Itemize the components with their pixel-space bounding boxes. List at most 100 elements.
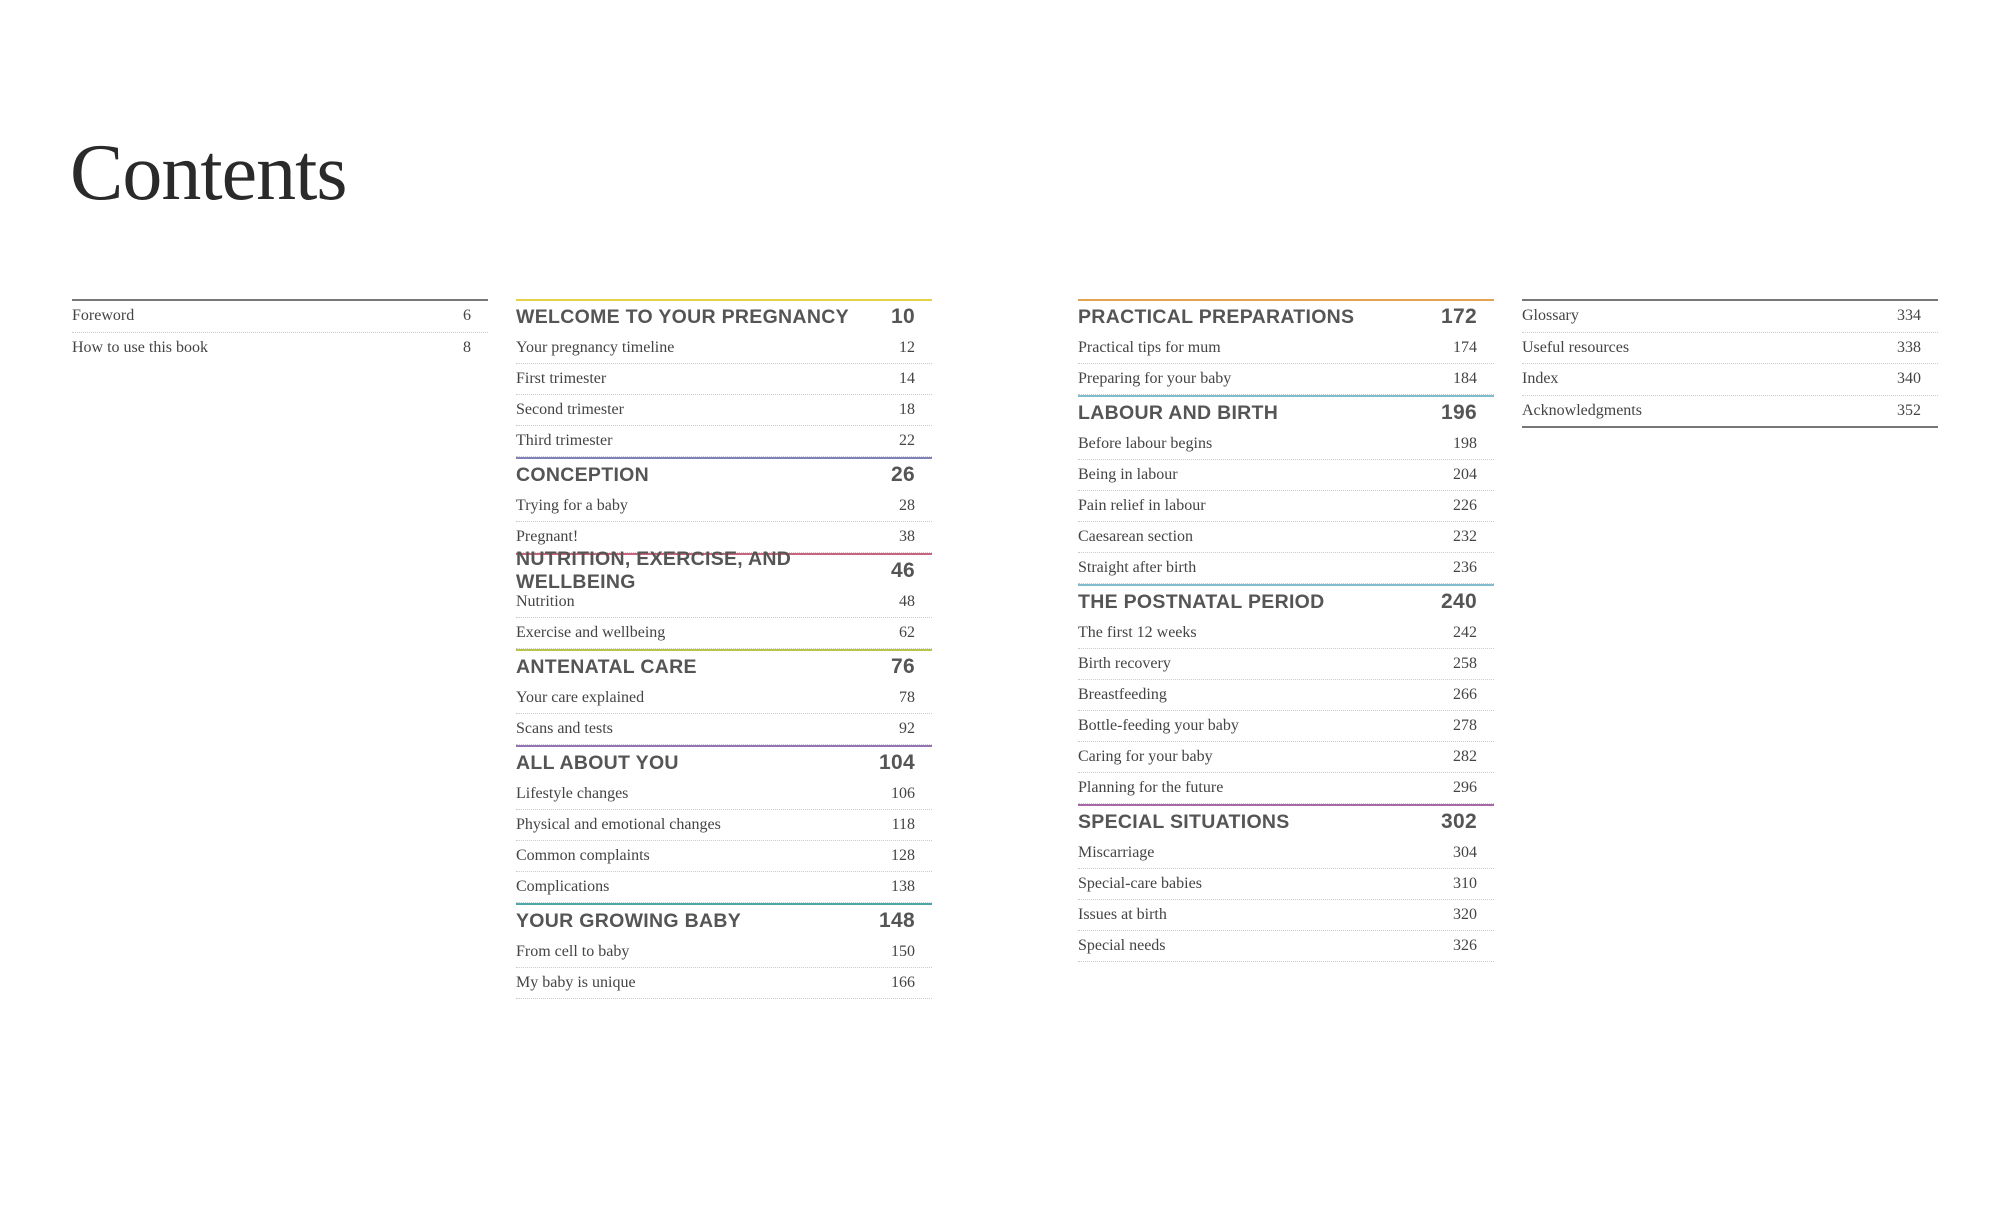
entry-label: Useful resources xyxy=(1522,338,1630,356)
contents-column-back-matter: Glossary 334 Useful resources 338 Index 340 Ac… xyxy=(1522,299,1938,428)
entry-label: Index xyxy=(1522,370,1559,388)
entry-label: Preparing for your baby xyxy=(1078,370,1232,387)
toc-entry[interactable]: Physical and emotional changes 118 xyxy=(516,810,932,841)
entry-page: 326 xyxy=(1453,937,1477,954)
toc-entry[interactable]: The first 12 weeks 242 xyxy=(1078,618,1494,649)
toc-entry[interactable]: Trying for a baby 28 xyxy=(516,491,932,522)
toc-entry[interactable]: Foreword 6 xyxy=(72,301,488,333)
toc-entry[interactable]: Miscarriage 304 xyxy=(1078,838,1494,869)
entry-label: Birth recovery xyxy=(1078,655,1171,672)
toc-entry[interactable]: Third trimester 22 xyxy=(516,426,932,457)
toc-section: ALL ABOUT YOU 104 Lifestyle changes 106 Phys… xyxy=(516,745,932,903)
section-heading[interactable]: NUTRITION, EXERCISE, AND WELLBEING 46 xyxy=(516,548,932,593)
entry-label: Pain relief in labour xyxy=(1078,497,1206,514)
entry-label: Special-care babies xyxy=(1078,875,1202,892)
entry-page: 78 xyxy=(899,689,915,706)
toc-entry[interactable]: Practical tips for mum 174 xyxy=(1078,333,1494,364)
section-title: LABOUR AND BIRTH xyxy=(1078,401,1279,424)
section-title: YOUR GROWING BABY xyxy=(516,909,742,932)
entry-label: Issues at birth xyxy=(1078,906,1167,923)
toc-section: ANTENATAL CARE 76 Your care explained 78 Sca… xyxy=(516,649,932,745)
toc-entry[interactable]: Nutrition 48 xyxy=(516,587,932,618)
entry-label: Your care explained xyxy=(516,689,645,706)
entry-label: Common complaints xyxy=(516,847,650,864)
toc-entry[interactable]: Special-care babies 310 xyxy=(1078,869,1494,900)
section-heading[interactable]: WELCOME TO YOUR PREGNANCY 10 xyxy=(516,301,932,333)
toc-entry[interactable]: Breastfeeding 266 xyxy=(1078,680,1494,711)
section-page: 26 xyxy=(891,463,915,486)
entry-page: 92 xyxy=(899,720,915,737)
section-heading[interactable]: ANTENATAL CARE 76 xyxy=(516,651,932,683)
entry-page: 204 xyxy=(1453,466,1477,483)
toc-entry[interactable]: From cell to baby 150 xyxy=(516,937,932,968)
section-heading[interactable]: PRACTICAL PREPARATIONS 172 xyxy=(1078,301,1494,333)
entry-list: Glossary 334 Useful resources 338 Index 340 Ac… xyxy=(1522,299,1938,428)
toc-entry[interactable]: Straight after birth 236 xyxy=(1078,553,1494,584)
entry-page: 22 xyxy=(899,432,915,449)
entry-page: 128 xyxy=(891,847,915,864)
section-title: THE POSTNATAL PERIOD xyxy=(1078,590,1325,613)
toc-entry[interactable]: Birth recovery 258 xyxy=(1078,649,1494,680)
toc-entry[interactable]: Useful resources 338 xyxy=(1522,333,1938,364)
toc-entry[interactable]: Issues at birth 320 xyxy=(1078,900,1494,931)
section-page: 46 xyxy=(891,559,915,582)
entry-label: Scans and tests xyxy=(516,720,613,737)
toc-entry[interactable]: My baby is unique 166 xyxy=(516,968,932,999)
toc-entry[interactable]: Special needs 326 xyxy=(1078,931,1494,962)
entry-page: 334 xyxy=(1897,307,1921,325)
toc-entry[interactable]: Second trimester 18 xyxy=(516,395,932,426)
entry-label: From cell to baby xyxy=(516,943,630,960)
toc-entry[interactable]: How to use this book 8 xyxy=(72,333,488,364)
entry-page: 278 xyxy=(1453,717,1477,734)
section-heading[interactable]: YOUR GROWING BABY 148 xyxy=(516,905,932,937)
section-heading[interactable]: CONCEPTION 26 xyxy=(516,459,932,491)
section-page: 148 xyxy=(879,909,915,932)
entry-page: 62 xyxy=(899,624,915,641)
toc-entry[interactable]: Index 340 xyxy=(1522,364,1938,396)
section-heading[interactable]: LABOUR AND BIRTH 196 xyxy=(1078,397,1494,429)
toc-entry[interactable]: Lifestyle changes 106 xyxy=(516,779,932,810)
toc-entry[interactable]: Your care explained 78 xyxy=(516,683,932,714)
entry-page: 198 xyxy=(1453,435,1477,452)
toc-entry[interactable]: Pain relief in labour 226 xyxy=(1078,491,1494,522)
section-page: 10 xyxy=(891,305,915,328)
toc-entry[interactable]: Your pregnancy timeline 12 xyxy=(516,333,932,364)
toc-entry[interactable]: Caesarean section 232 xyxy=(1078,522,1494,553)
entry-label: Caring for your baby xyxy=(1078,748,1213,765)
entry-page: 282 xyxy=(1453,748,1477,765)
toc-entry[interactable]: Before labour begins 198 xyxy=(1078,429,1494,460)
toc-entry[interactable]: Preparing for your baby 184 xyxy=(1078,364,1494,395)
contents-column-parts-1: WELCOME TO YOUR PREGNANCY 10 Your pregnanc… xyxy=(516,299,932,999)
entry-page: 310 xyxy=(1453,875,1477,892)
toc-entry[interactable]: Being in labour 204 xyxy=(1078,460,1494,491)
contents-column-front-matter: Foreword 6 How to use this book 8 xyxy=(72,299,488,363)
toc-entry[interactable]: Exercise and wellbeing 62 xyxy=(516,618,932,649)
entry-page: 138 xyxy=(891,878,915,895)
toc-entry[interactable]: First trimester 14 xyxy=(516,364,932,395)
entry-label: Physical and emotional changes xyxy=(516,816,721,833)
toc-entry[interactable]: Pregnant! 38 xyxy=(516,522,932,553)
toc-entry[interactable]: Scans and tests 92 xyxy=(516,714,932,745)
entry-page: 258 xyxy=(1453,655,1477,672)
entry-label: Bottle-feeding your baby xyxy=(1078,717,1239,734)
entry-label: Your pregnancy timeline xyxy=(516,339,675,356)
entry-label: Straight after birth xyxy=(1078,559,1197,576)
toc-entry[interactable]: Complications 138 xyxy=(516,872,932,903)
toc-section: NUTRITION, EXERCISE, AND WELLBEING 46 Nutr… xyxy=(516,548,932,649)
entry-label: Exercise and wellbeing xyxy=(516,624,666,641)
entry-page: 38 xyxy=(899,528,915,545)
entry-label: Third trimester xyxy=(516,432,613,449)
section-heading[interactable]: ALL ABOUT YOU 104 xyxy=(516,747,932,779)
toc-entry[interactable]: Acknowledgments 352 xyxy=(1522,396,1938,427)
toc-section: SPECIAL SITUATIONS 302 Miscarriage 304 Speci… xyxy=(1078,804,1494,962)
entry-page: 236 xyxy=(1453,559,1477,576)
entry-page: 232 xyxy=(1453,528,1477,545)
toc-entry[interactable]: Planning for the future 296 xyxy=(1078,773,1494,804)
toc-entry[interactable]: Caring for your baby 282 xyxy=(1078,742,1494,773)
section-heading[interactable]: THE POSTNATAL PERIOD 240 xyxy=(1078,586,1494,618)
toc-section: PRACTICAL PREPARATIONS 172 Practical tips … xyxy=(1078,299,1494,395)
toc-entry[interactable]: Common complaints 128 xyxy=(516,841,932,872)
toc-entry[interactable]: Glossary 334 xyxy=(1522,301,1938,333)
section-heading[interactable]: SPECIAL SITUATIONS 302 xyxy=(1078,806,1494,838)
toc-entry[interactable]: Bottle-feeding your baby 278 xyxy=(1078,711,1494,742)
